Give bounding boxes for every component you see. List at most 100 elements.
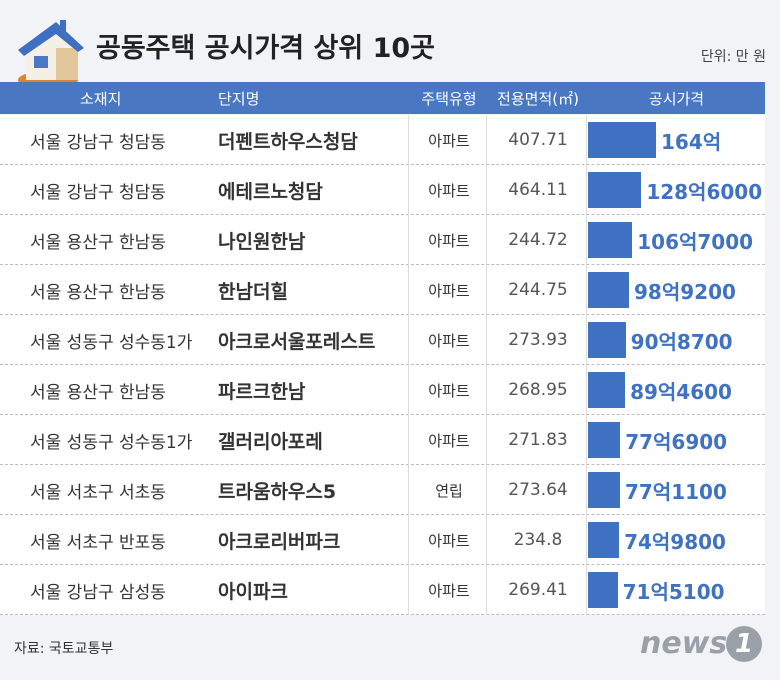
bar: [588, 472, 620, 508]
table-cell: 서울 서초구 서초동: [30, 482, 166, 503]
table-cell: 268.95: [508, 380, 568, 400]
bar: [588, 222, 633, 258]
value-label: 98억9200: [634, 279, 736, 304]
table-cell: 서울 강남구 삼성동: [30, 582, 166, 603]
table-cell: 아파트: [428, 281, 470, 300]
table-cell: 271.83: [508, 430, 568, 450]
table-cell: 234.8: [513, 530, 563, 550]
col-divider: [408, 365, 409, 415]
row-bg: [0, 465, 765, 515]
col-divider: [486, 415, 487, 465]
table-cell: 아파트: [428, 431, 470, 450]
col-divider: [486, 215, 487, 265]
table-cell: 에테르노청담: [218, 180, 323, 203]
col-divider: [408, 465, 409, 515]
table-cell: 서울 강남구 청담동: [30, 132, 166, 153]
col-divider: [586, 215, 587, 265]
value-label: 74억9800: [624, 529, 726, 554]
row-bg: [0, 565, 765, 615]
col-divider: [486, 365, 487, 415]
row-bg: [0, 515, 765, 565]
col-divider: [486, 165, 487, 215]
table-cell: 나인원한남: [218, 230, 306, 253]
col-divider: [586, 265, 587, 315]
col-divider: [586, 565, 587, 615]
table-cell: 서울 성동구 성수동1가: [30, 332, 193, 353]
col-divider: [486, 465, 487, 515]
col-divider: [486, 565, 487, 615]
col-divider: [408, 115, 409, 165]
col-divider: [486, 265, 487, 315]
table-cell: 273.64: [508, 480, 568, 500]
bar: [588, 572, 618, 608]
table-cell: 연립: [435, 481, 463, 500]
col-divider: [408, 415, 409, 465]
table-cell: 아파트: [428, 131, 470, 150]
table-cell: 서울 용산구 한남동: [30, 382, 166, 403]
col-divider: [408, 165, 409, 215]
row-bg: [0, 215, 765, 265]
bar: [588, 272, 629, 308]
table-cell: 아크로리버파크: [218, 530, 341, 553]
logo-mark: 1: [726, 626, 762, 662]
table-cell: 273.93: [508, 330, 568, 350]
row-bg: [0, 265, 765, 315]
table-cell: 갤러리아포레: [218, 430, 323, 453]
col-divider: [586, 465, 587, 515]
column-header: 단지명: [218, 89, 260, 108]
unit: 단위: 만 원: [700, 49, 766, 65]
col-divider: [586, 315, 587, 365]
value-label: 89억4600: [630, 379, 732, 404]
bar: [588, 522, 620, 558]
col-divider: [586, 165, 587, 215]
table-cell: 트라움하우스5: [218, 480, 337, 503]
bar: [588, 172, 642, 208]
table-cell: 서울 용산구 한남동: [30, 282, 166, 303]
table-cell: 한남더힐: [218, 280, 288, 303]
table-cell: 아파트: [428, 381, 470, 400]
col-divider: [408, 315, 409, 365]
col-divider: [586, 415, 587, 465]
column-header: 소재지: [80, 89, 122, 108]
table-cell: 더펜트하우스청담: [218, 130, 358, 153]
col-divider: [408, 265, 409, 315]
table-cell: 아이파크: [218, 580, 288, 603]
table-cell: 아파트: [428, 531, 470, 550]
row-bg: [0, 365, 765, 415]
value-label: 77억1100: [624, 479, 727, 504]
col-divider: [586, 515, 587, 565]
column-header: 공시가격: [648, 89, 705, 108]
column-header: 주택유형: [421, 89, 477, 108]
col-divider: [486, 115, 487, 165]
row-bg: [0, 315, 765, 365]
table-cell: 서울 용산구 한남동: [30, 232, 166, 253]
col-divider: [408, 515, 409, 565]
column-header: 전용면적(㎡): [497, 89, 579, 108]
table-cell: 244.72: [508, 230, 568, 250]
bar: [588, 322, 626, 358]
value-label: 128억6000: [646, 179, 763, 204]
header-row: [0, 82, 765, 114]
table-cell: 아파트: [428, 181, 470, 200]
bar: [588, 422, 621, 458]
value-label: 90억8700: [630, 329, 733, 354]
table-cell: 서울 서초구 반포동: [30, 532, 166, 553]
col-divider: [586, 365, 587, 415]
bar: [588, 122, 656, 158]
table-cell: 269.41: [508, 580, 568, 600]
col-divider: [586, 115, 587, 165]
logo-text: news: [640, 626, 728, 661]
value-label: 77억6900: [625, 429, 728, 454]
col-divider: [408, 215, 409, 265]
table-cell: 서울 성동구 성수동1가: [30, 432, 193, 453]
table-cell: 아크로서울포레스트: [218, 330, 376, 353]
table-cell: 아파트: [428, 581, 470, 600]
source: 자료: 국토교통부: [14, 641, 114, 657]
col-divider: [408, 565, 409, 615]
title: 공동주택 공시가격 상위 10곳: [96, 33, 436, 64]
value-label: 106억7000: [637, 229, 754, 254]
table-cell: 서울 강남구 청담동: [30, 182, 166, 203]
value-label: 71억5100: [622, 579, 725, 604]
table-cell: 파르크한남: [218, 380, 306, 403]
